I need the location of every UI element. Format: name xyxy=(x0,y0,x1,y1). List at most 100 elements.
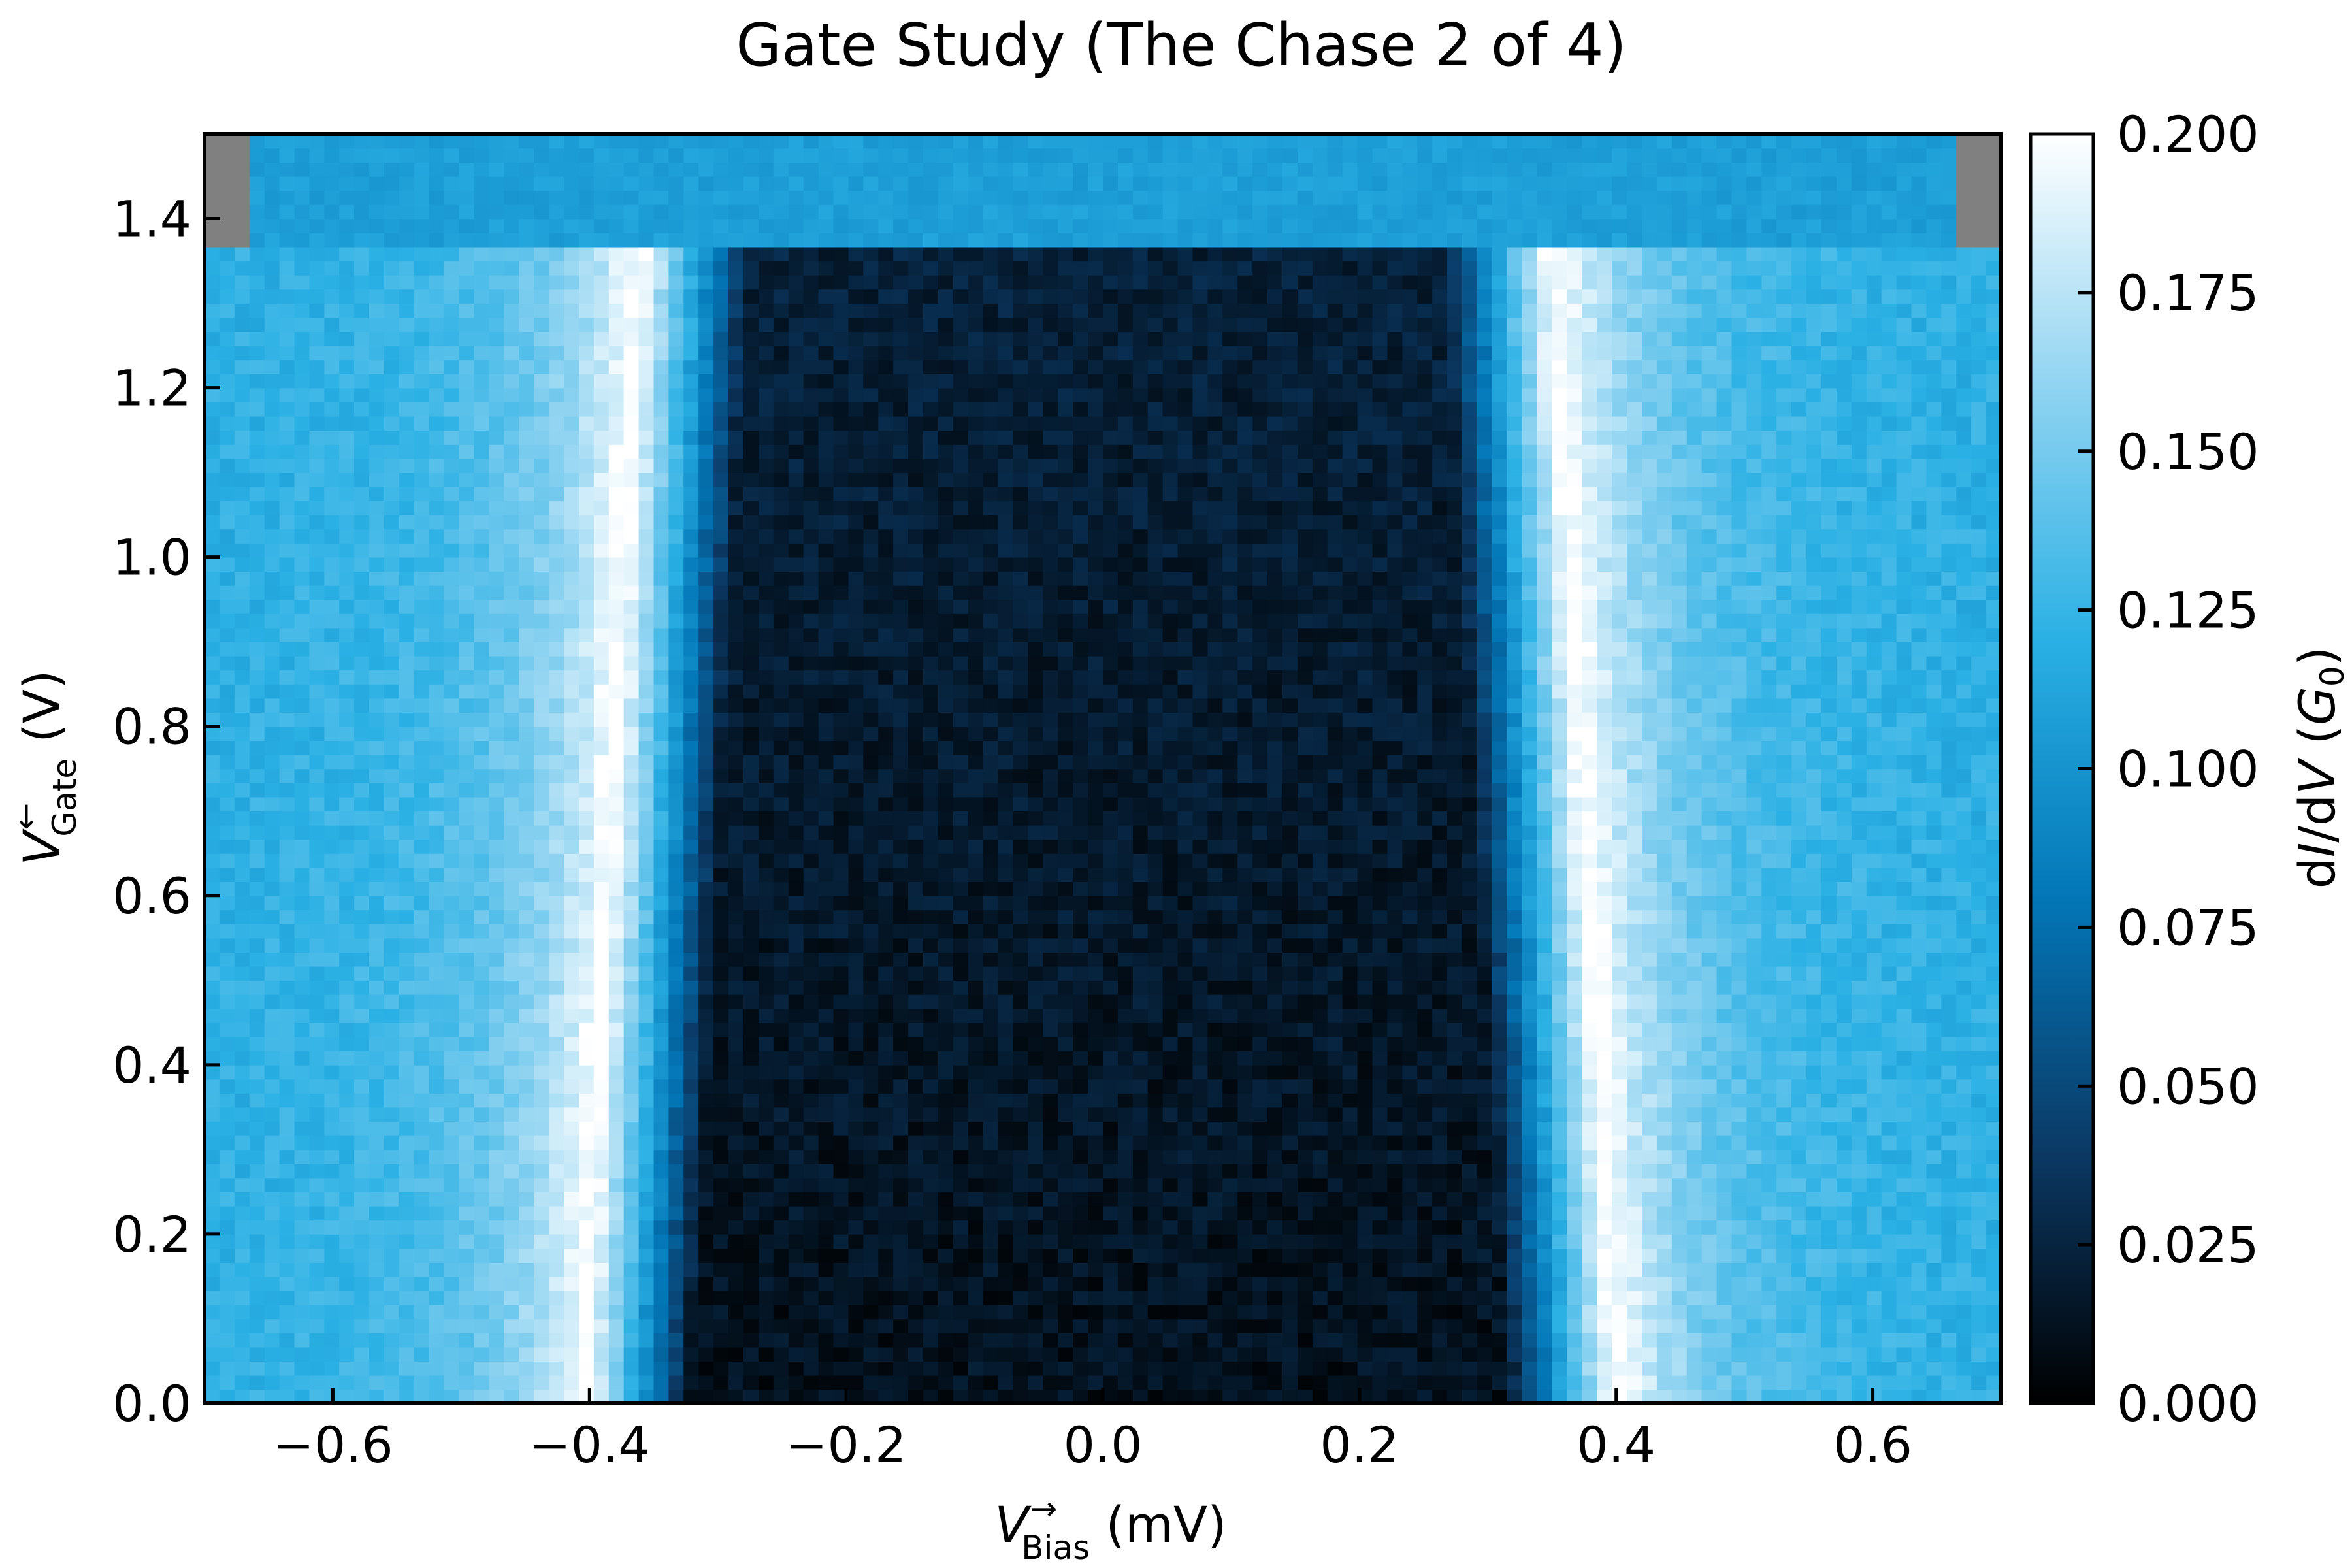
heatmap-cell xyxy=(1701,1333,1718,1348)
heatmap-cell xyxy=(683,1205,700,1221)
heatmap-cell xyxy=(863,1233,879,1249)
heatmap-cell xyxy=(1597,1149,1612,1164)
heatmap-cell xyxy=(1147,1290,1164,1305)
heatmap-cell xyxy=(623,853,640,868)
heatmap-cell xyxy=(1701,909,1718,924)
heatmap-cell xyxy=(519,1008,534,1023)
heatmap-cell xyxy=(519,909,534,924)
heatmap-cell xyxy=(1507,909,1523,924)
heatmap-cell xyxy=(1312,1389,1328,1404)
heatmap-cell xyxy=(758,811,774,826)
heatmap-cell xyxy=(1986,1149,2002,1164)
heatmap-cell xyxy=(818,1135,834,1151)
heatmap-cell xyxy=(1746,1276,1763,1292)
heatmap-cell xyxy=(878,1093,894,1108)
heatmap-cell xyxy=(564,839,580,854)
heatmap-cell xyxy=(1567,980,1583,995)
heatmap-cell xyxy=(1387,1389,1403,1404)
heatmap-cell xyxy=(1162,1205,1179,1221)
heatmap-cell xyxy=(384,1233,400,1249)
heatmap-cell xyxy=(728,853,744,868)
heatmap-cell xyxy=(384,909,400,924)
heatmap-cell xyxy=(1492,1205,1508,1221)
heatmap-cell xyxy=(504,1233,520,1249)
heatmap-cell xyxy=(1582,1163,1598,1179)
heatmap-cell xyxy=(1177,980,1194,995)
heatmap-cell xyxy=(1612,1177,1627,1192)
heatmap-cell xyxy=(219,1233,235,1249)
heatmap-cell xyxy=(938,952,954,967)
heatmap-cell xyxy=(1851,1149,1867,1164)
heatmap-cell xyxy=(1357,1036,1373,1052)
heatmap-cell xyxy=(564,1205,580,1221)
heatmap-cell xyxy=(1701,994,1718,1009)
heatmap-cell xyxy=(578,1064,595,1080)
heatmap-cell xyxy=(444,811,460,826)
heatmap-cell xyxy=(1282,1022,1298,1037)
heatmap-cell xyxy=(444,1347,460,1362)
heatmap-cell xyxy=(1327,853,1343,868)
heatmap-cell xyxy=(279,839,295,854)
heatmap-cell xyxy=(1746,1064,1763,1080)
heatmap-cell xyxy=(863,1220,879,1235)
heatmap-cell xyxy=(1941,867,1957,883)
heatmap-cell xyxy=(1656,1093,1673,1108)
heatmap-cell xyxy=(1492,966,1508,981)
heatmap-cell xyxy=(504,1205,520,1221)
heatmap-cell xyxy=(294,1361,310,1376)
heatmap-cell xyxy=(1881,1135,1897,1151)
heatmap-cell xyxy=(1671,994,1688,1009)
heatmap-cell xyxy=(1507,994,1523,1009)
heatmap-cell xyxy=(234,1121,250,1136)
heatmap-cell xyxy=(1522,1135,1538,1151)
heatmap-cell xyxy=(264,966,280,981)
heatmap-cell xyxy=(1656,853,1673,868)
heatmap-cell xyxy=(1701,1262,1718,1277)
heatmap-cell xyxy=(549,952,564,967)
heatmap-cell xyxy=(938,811,954,826)
heatmap-cell xyxy=(743,923,759,939)
heatmap-cell xyxy=(1582,1233,1598,1249)
heatmap-cell xyxy=(474,853,490,868)
heatmap-cell xyxy=(878,881,894,896)
heatmap-cell xyxy=(758,1135,774,1151)
heatmap-cell xyxy=(1028,1177,1044,1192)
heatmap-cell xyxy=(1237,1008,1253,1023)
heatmap-cell xyxy=(534,1163,549,1179)
heatmap-cell xyxy=(1746,1233,1763,1249)
heatmap-cell xyxy=(938,1361,954,1376)
heatmap-cell xyxy=(1656,1347,1673,1362)
heatmap-cell xyxy=(698,1262,714,1277)
heatmap-cell xyxy=(758,825,774,840)
heatmap-cell xyxy=(743,1036,759,1052)
heatmap-cell xyxy=(728,1205,744,1221)
heatmap-cell xyxy=(1207,994,1224,1009)
heatmap-cell xyxy=(728,811,744,826)
heatmap-cell xyxy=(459,1135,475,1151)
heatmap-cell xyxy=(1731,1163,1748,1179)
heatmap-cell xyxy=(1761,1135,1778,1151)
heatmap-cell xyxy=(1267,1248,1283,1263)
heatmap-cell xyxy=(953,1149,969,1164)
heatmap-cell xyxy=(219,1135,235,1151)
heatmap-cell xyxy=(324,1318,340,1333)
heatmap-cell xyxy=(578,1093,595,1108)
heatmap-cell xyxy=(893,825,909,840)
heatmap-cell xyxy=(1432,1205,1448,1221)
heatmap-cell xyxy=(1192,952,1209,967)
heatmap-cell xyxy=(1612,1121,1627,1136)
heatmap-cell xyxy=(219,881,235,896)
heatmap-cell xyxy=(309,839,325,854)
heatmap-cell xyxy=(1821,895,1837,911)
heatmap-cell xyxy=(1911,966,1927,981)
heatmap-cell xyxy=(1941,1177,1957,1192)
heatmap-cell xyxy=(1192,1318,1209,1333)
heatmap-cell xyxy=(234,1375,250,1390)
heatmap-cell xyxy=(1462,1079,1478,1094)
heatmap-cell xyxy=(893,923,909,939)
heatmap-cell xyxy=(998,980,1014,995)
heatmap-cell xyxy=(1252,1135,1268,1151)
heatmap-cell xyxy=(234,1233,250,1249)
heatmap-cell xyxy=(1462,1361,1478,1376)
heatmap-cell xyxy=(1028,1347,1044,1362)
